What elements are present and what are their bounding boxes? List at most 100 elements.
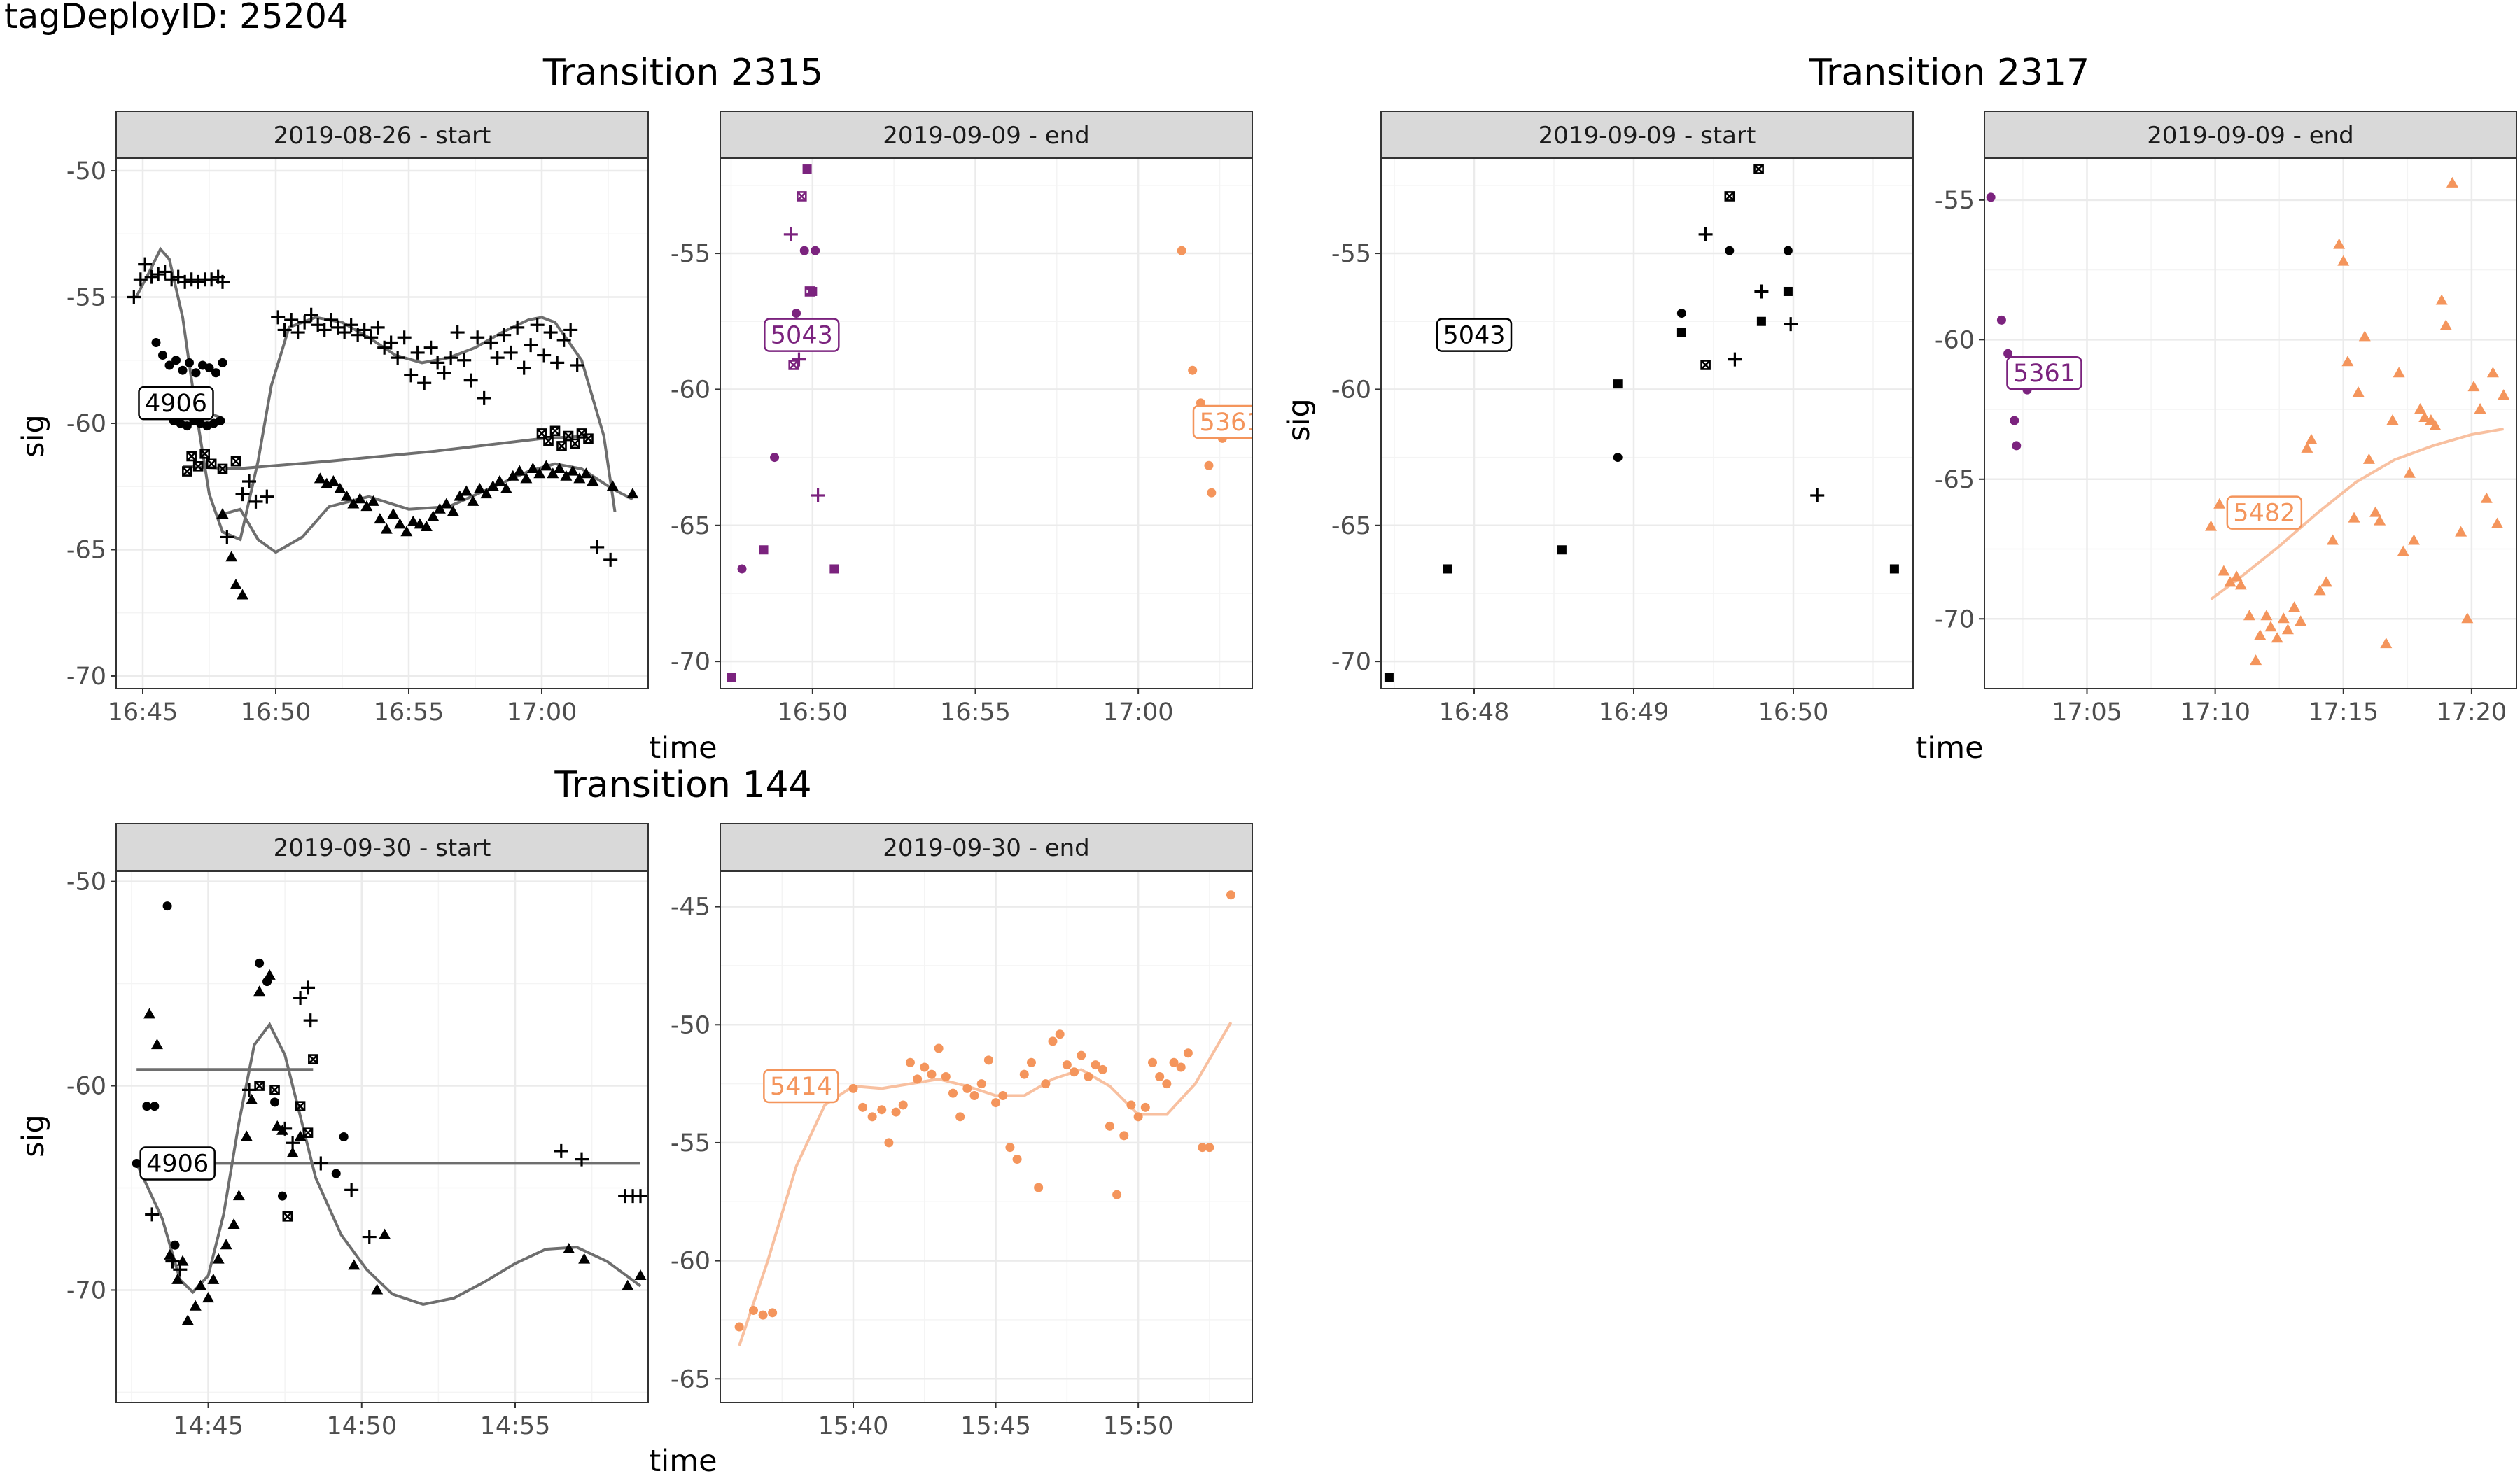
data-point (354, 493, 366, 504)
data-point (2486, 367, 2499, 378)
y-tick-label: -60 (1331, 376, 1371, 404)
data-point (2455, 526, 2468, 537)
data-point (185, 358, 194, 367)
data-point (1084, 1071, 1093, 1081)
x-tick-label: 17:20 (2436, 698, 2507, 726)
data-point (927, 1069, 937, 1079)
y-tick-label: -65 (671, 512, 710, 540)
data-point (150, 1102, 160, 1111)
data-point (2358, 330, 2371, 342)
data-point (603, 552, 618, 567)
panel-border (1984, 157, 2517, 689)
data-point (2370, 506, 2382, 517)
data-point (550, 425, 561, 437)
data-point (172, 356, 181, 365)
data-point (2213, 498, 2226, 509)
data-point (792, 352, 806, 367)
data-point (556, 332, 571, 347)
data-point (948, 1088, 958, 1098)
y-tick-label: -65 (1331, 512, 1371, 540)
data-point (580, 467, 592, 479)
y-axis-title: sig (16, 1114, 51, 1157)
y-axis-title: sig (1282, 398, 1317, 442)
data-point (2230, 570, 2243, 582)
y-tick-label: -65 (66, 536, 106, 564)
data-point (486, 480, 499, 491)
data-point (547, 467, 559, 479)
data-point (301, 980, 316, 995)
data-point (2305, 433, 2318, 444)
data-point (2474, 403, 2486, 414)
data-point (473, 482, 486, 493)
data-point (151, 337, 161, 347)
data-point (1177, 246, 1186, 255)
data-point (2205, 520, 2218, 531)
data-point (1204, 460, 1214, 470)
x-tick-label: 17:00 (1103, 698, 1174, 726)
data-point (254, 1081, 265, 1091)
data-point (467, 495, 479, 506)
data-point (271, 310, 286, 325)
data-point (246, 1093, 258, 1104)
id-label: 4906 (145, 390, 207, 418)
data-point (1062, 1060, 1072, 1070)
data-point (2314, 584, 2326, 596)
data-point (520, 472, 533, 484)
data-point (1048, 1036, 1058, 1046)
data-point (1613, 379, 1623, 389)
data-point (2386, 414, 2399, 425)
data-point (2425, 414, 2437, 425)
data-point (277, 323, 292, 337)
data-point (634, 1189, 648, 1204)
data-point (2480, 492, 2493, 503)
smooth-line (2210, 428, 2505, 600)
data-point (1676, 328, 1686, 337)
data-point (622, 1279, 634, 1290)
data-point (242, 1083, 256, 1097)
data-point (2295, 615, 2307, 626)
data-point (490, 351, 505, 365)
data-point (162, 901, 172, 911)
data-point (503, 345, 518, 360)
data-point (606, 480, 619, 491)
x-tick-label: 17:15 (2308, 698, 2379, 726)
data-point (554, 1143, 568, 1158)
data-point (248, 494, 263, 509)
facet-strip-label: 2019-09-30 - start (274, 834, 491, 862)
data-point (2218, 565, 2230, 576)
data-point (2281, 624, 2294, 635)
data-point (1700, 360, 1711, 370)
y-tick-label: -65 (1935, 466, 1975, 494)
data-point (2320, 576, 2332, 587)
data-point (877, 1105, 887, 1115)
plot-layer: 5043 5361 (727, 164, 1252, 682)
data-point (1133, 1112, 1143, 1122)
data-point (1055, 1029, 1065, 1039)
data-point (182, 466, 192, 477)
data-point (150, 1039, 163, 1050)
data-point (2348, 512, 2360, 523)
data-point (2352, 386, 2365, 397)
data-point (1112, 1190, 1122, 1199)
plot-layer: 5043 (1384, 164, 1899, 682)
panel-border (720, 871, 1253, 1403)
data-point (513, 465, 526, 476)
x-tick-label: 17:05 (2052, 698, 2122, 726)
data-point (189, 1300, 202, 1311)
smooth-line (135, 1022, 642, 1306)
data-point (2414, 403, 2427, 414)
data-point (2254, 629, 2267, 640)
facet-panel: 2019-09-09 - end 16:50 16:55 17:00 -55 -60 -65… (649, 111, 1253, 766)
data-point (286, 1136, 300, 1150)
data-point (200, 449, 210, 459)
data-point (204, 363, 214, 373)
data-point (1986, 192, 1996, 202)
facet-strip-label: 2019-09-09 - end (883, 122, 1090, 150)
data-point (788, 360, 799, 370)
facet-strip (115, 111, 649, 159)
data-point (337, 325, 352, 340)
data-point (2288, 601, 2301, 612)
y-tick-label: -55 (1331, 240, 1371, 268)
data-point (340, 490, 353, 501)
data-point (578, 1253, 591, 1264)
